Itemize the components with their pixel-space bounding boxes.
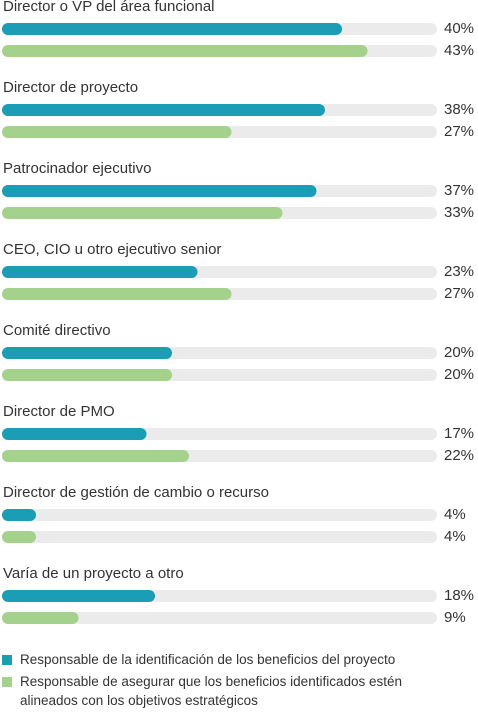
category-label: CEO, CIO u otro ejecutivo senior xyxy=(3,241,221,258)
value-label: 40% xyxy=(444,20,474,37)
bar xyxy=(2,450,189,462)
bar xyxy=(2,347,172,359)
value-label: 43% xyxy=(444,42,474,59)
value-label: 37% xyxy=(444,182,474,199)
value-label: 33% xyxy=(444,204,474,221)
bar-track xyxy=(2,612,437,624)
value-label: 17% xyxy=(444,425,474,442)
value-label: 20% xyxy=(444,344,474,361)
bar xyxy=(2,23,342,35)
value-label: 38% xyxy=(444,101,474,118)
value-label: 4% xyxy=(444,528,466,545)
bar xyxy=(2,126,232,138)
category-label: Comité directivo xyxy=(3,322,111,339)
bar xyxy=(2,590,155,602)
legend-swatch xyxy=(2,655,12,665)
bar xyxy=(2,369,172,381)
category-label: Director o VP del área funcional xyxy=(3,0,215,15)
value-label: 22% xyxy=(444,447,474,464)
bar xyxy=(2,185,317,197)
value-label: 9% xyxy=(444,609,466,626)
legend-item: Responsable de asegurar que los benefici… xyxy=(0,672,470,710)
bar xyxy=(2,531,36,543)
bar-track xyxy=(2,531,437,543)
bar-track xyxy=(2,509,437,521)
value-label: 23% xyxy=(444,263,474,280)
category-label: Director de gestión de cambio o recurso xyxy=(3,484,269,501)
legend: Responsable de la identificación de los … xyxy=(0,650,470,713)
category-label: Patrocinador ejecutivo xyxy=(3,160,151,177)
bar xyxy=(2,288,232,300)
bar xyxy=(2,612,79,624)
legend-item: Responsable de la identificación de los … xyxy=(0,650,470,669)
category-label: Director de proyecto xyxy=(3,79,138,96)
bar xyxy=(2,266,198,278)
bar xyxy=(2,428,147,440)
value-label: 18% xyxy=(444,587,474,604)
legend-swatch xyxy=(2,677,12,687)
legend-label: Responsable de asegurar que los benefici… xyxy=(20,674,403,708)
value-label: 4% xyxy=(444,506,466,523)
value-label: 27% xyxy=(444,123,474,140)
legend-label: Responsable de la identificación de los … xyxy=(20,652,396,667)
bar xyxy=(2,509,36,521)
chart: Director o VP del área funcional 40% 43% Di… xyxy=(2,0,474,626)
category-label: Director de PMO xyxy=(3,403,115,420)
bar xyxy=(2,104,325,116)
value-label: 27% xyxy=(444,285,474,302)
bar xyxy=(2,207,283,219)
value-label: 20% xyxy=(444,366,474,383)
category-label: Varía de un proyecto a otro xyxy=(3,565,184,582)
bar xyxy=(2,45,368,57)
